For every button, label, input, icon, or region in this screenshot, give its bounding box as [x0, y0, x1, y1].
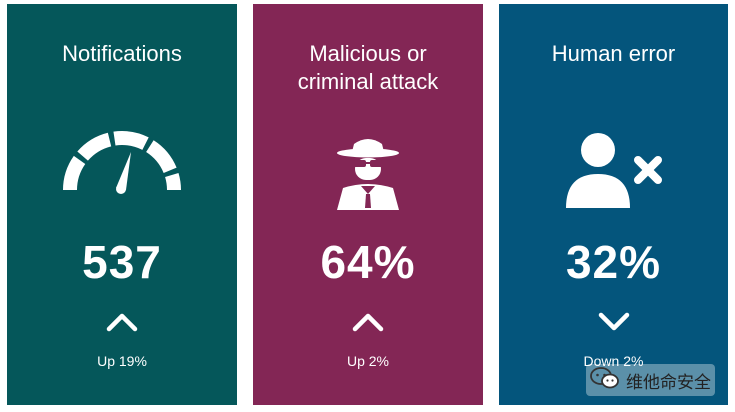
spy-hacker-icon	[333, 130, 403, 215]
notifications-value: 537	[82, 236, 162, 288]
change-label: Down 2%	[583, 353, 644, 369]
chevron-down-icon	[598, 312, 630, 337]
card-malicious-attack: Malicious or criminal attack 64% Up 2%	[253, 4, 483, 405]
card-title: Human error	[551, 41, 676, 66]
card-title: Notifications	[62, 41, 182, 66]
watermark: 维他命安全	[586, 364, 715, 396]
watermark-text: 维他命安全	[626, 372, 711, 393]
change-label: Up 19%	[97, 353, 147, 369]
card-notifications: Notifications 537 Up 19%	[7, 4, 237, 405]
wechat-icon	[590, 366, 620, 395]
card-title: Malicious or criminal attack	[297, 41, 439, 94]
chevron-up-icon	[352, 312, 384, 337]
user-remove-icon	[564, 130, 664, 215]
change-label: Up 2%	[346, 353, 390, 369]
malicious-attack-value: 64%	[320, 236, 416, 288]
speedometer-icon	[60, 130, 184, 201]
chevron-up-icon	[106, 312, 138, 337]
card-human-error: Human error 32% Down 2%	[499, 4, 728, 405]
human-error-value: 32%	[565, 236, 662, 288]
